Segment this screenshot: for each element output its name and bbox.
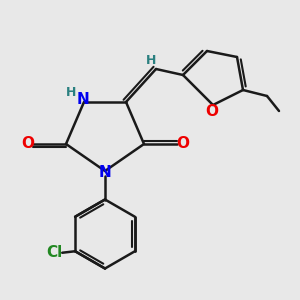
Text: O: O — [205, 104, 218, 119]
Text: O: O — [21, 136, 34, 152]
Text: N: N — [76, 92, 89, 107]
Text: H: H — [146, 54, 157, 67]
Text: H: H — [66, 86, 76, 99]
Text: O: O — [176, 136, 189, 152]
Text: N: N — [99, 165, 111, 180]
Text: Cl: Cl — [46, 245, 62, 260]
